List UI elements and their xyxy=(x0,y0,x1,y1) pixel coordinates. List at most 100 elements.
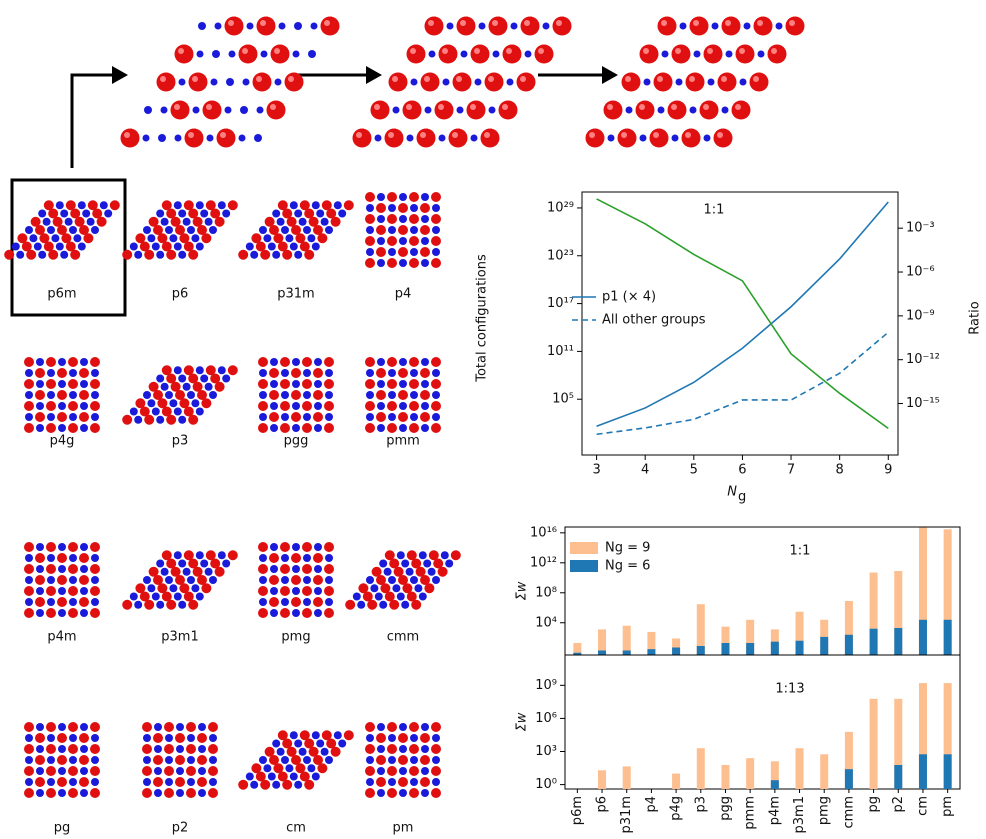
y2-tick-label: 10⁻³ xyxy=(906,221,935,236)
atom xyxy=(312,243,320,251)
atom xyxy=(60,210,68,218)
atom-highlight xyxy=(607,104,613,110)
atom xyxy=(376,412,386,422)
atom-highlight xyxy=(442,48,448,54)
atom xyxy=(270,565,278,573)
atom-large xyxy=(622,73,641,92)
atom xyxy=(365,744,375,754)
atom xyxy=(292,358,300,366)
atom xyxy=(291,553,301,563)
atom xyxy=(379,601,387,609)
atom xyxy=(24,564,34,574)
atom xyxy=(79,733,89,743)
atom xyxy=(376,225,386,235)
atom xyxy=(398,390,408,400)
atom-highlight xyxy=(260,20,266,26)
atom xyxy=(209,576,217,584)
atom-large xyxy=(267,101,286,120)
atom xyxy=(366,369,374,377)
bar xyxy=(870,699,878,789)
atom xyxy=(147,584,155,592)
atom xyxy=(69,576,77,584)
atom xyxy=(188,600,198,610)
atom xyxy=(421,789,429,797)
atom xyxy=(387,379,397,389)
atom xyxy=(269,575,279,585)
x-tick-label: p6 xyxy=(595,796,610,813)
atom xyxy=(80,789,88,797)
atom-small xyxy=(308,50,316,58)
atom-small xyxy=(243,79,250,86)
atom xyxy=(388,576,396,584)
atom xyxy=(409,357,419,367)
structure-label: p3m1 xyxy=(161,630,198,645)
atom xyxy=(269,368,279,378)
atom xyxy=(48,250,58,260)
atom xyxy=(366,226,374,234)
atom xyxy=(90,744,100,754)
atom xyxy=(122,600,132,610)
atom xyxy=(35,553,45,563)
atom xyxy=(47,554,55,562)
bar xyxy=(919,620,927,655)
atom xyxy=(25,391,33,399)
atom xyxy=(376,777,386,787)
atom xyxy=(24,357,34,367)
atom xyxy=(292,402,300,410)
atom xyxy=(188,415,198,425)
atom-large xyxy=(189,73,208,92)
atom xyxy=(344,730,354,740)
atom xyxy=(164,766,174,776)
atom xyxy=(331,217,341,227)
atom xyxy=(409,258,419,268)
atom xyxy=(36,424,44,432)
atom xyxy=(399,259,407,267)
atom xyxy=(58,587,66,595)
atom xyxy=(432,391,440,399)
atom xyxy=(35,733,45,743)
atom xyxy=(200,210,208,218)
atom xyxy=(312,201,320,209)
atom-large xyxy=(714,129,733,148)
atom-highlight xyxy=(502,104,508,110)
atom xyxy=(365,423,375,433)
atom xyxy=(421,237,429,245)
atom xyxy=(312,731,320,739)
atom xyxy=(292,609,300,617)
atom xyxy=(280,564,290,574)
atom xyxy=(197,777,207,787)
atom xyxy=(377,380,385,388)
atom xyxy=(208,788,218,798)
atom xyxy=(36,543,44,551)
atom-large xyxy=(535,45,554,64)
atom-highlight xyxy=(556,20,562,26)
atom xyxy=(4,250,14,260)
atom xyxy=(38,251,46,259)
atom xyxy=(399,789,407,797)
atom xyxy=(186,766,196,776)
atom-highlight xyxy=(661,20,667,26)
atom xyxy=(166,600,176,610)
atom-highlight xyxy=(524,20,530,26)
atom xyxy=(398,368,408,378)
atom xyxy=(324,608,334,618)
atom xyxy=(178,560,186,568)
atom xyxy=(35,412,45,422)
atom xyxy=(187,778,195,786)
atom-highlight xyxy=(388,132,394,138)
atom xyxy=(258,401,268,411)
atom xyxy=(431,423,441,433)
atom xyxy=(209,391,217,399)
atom xyxy=(365,357,375,367)
atom xyxy=(110,200,120,210)
atom xyxy=(183,218,191,226)
atom-small xyxy=(676,79,683,86)
structure-label: pg xyxy=(54,821,71,836)
atom xyxy=(215,217,225,227)
atom xyxy=(144,415,154,425)
atom xyxy=(186,744,196,754)
atom xyxy=(58,380,66,388)
atom xyxy=(80,565,88,573)
atom-highlight xyxy=(424,76,430,82)
atom xyxy=(377,402,385,410)
